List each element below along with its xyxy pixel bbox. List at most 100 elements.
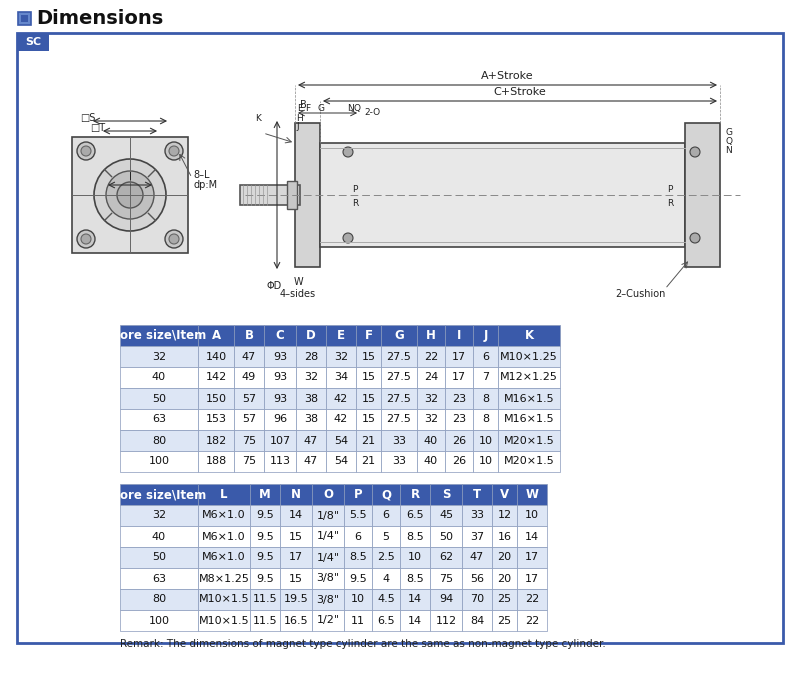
Text: 45: 45 bbox=[439, 511, 453, 520]
Text: 56: 56 bbox=[470, 573, 484, 583]
Bar bbox=[312, 526, 344, 547]
Text: 57: 57 bbox=[242, 394, 256, 404]
Text: N: N bbox=[725, 146, 732, 155]
Text: M: M bbox=[259, 488, 271, 501]
Bar bbox=[344, 610, 372, 631]
Circle shape bbox=[81, 234, 91, 244]
Text: Q: Q bbox=[354, 104, 361, 113]
Bar bbox=[473, 388, 498, 409]
Bar bbox=[326, 409, 356, 430]
Text: dp:M: dp:M bbox=[193, 180, 217, 190]
Bar bbox=[344, 547, 372, 568]
Bar bbox=[296, 367, 326, 388]
Text: 6: 6 bbox=[482, 351, 489, 361]
Bar bbox=[296, 346, 326, 367]
Text: Q: Q bbox=[381, 488, 391, 501]
Bar bbox=[120, 568, 198, 589]
Bar bbox=[264, 388, 296, 409]
Bar bbox=[240, 185, 300, 205]
Text: Bore size\Item: Bore size\Item bbox=[111, 488, 206, 501]
Text: T: T bbox=[473, 488, 481, 501]
Text: 75: 75 bbox=[439, 573, 453, 583]
Bar bbox=[462, 610, 492, 631]
Text: L: L bbox=[220, 488, 228, 501]
Text: SC: SC bbox=[25, 37, 41, 47]
Bar bbox=[498, 409, 560, 430]
Text: M6×1.0: M6×1.0 bbox=[202, 511, 246, 520]
Bar bbox=[430, 568, 462, 589]
Bar bbox=[381, 451, 417, 472]
Text: N: N bbox=[346, 104, 354, 113]
Bar bbox=[120, 526, 198, 547]
Text: 47: 47 bbox=[470, 553, 484, 563]
Text: M20×1.5: M20×1.5 bbox=[504, 456, 554, 466]
Circle shape bbox=[117, 182, 143, 208]
Text: 4.5: 4.5 bbox=[377, 594, 395, 604]
Text: 24: 24 bbox=[424, 372, 438, 382]
Text: G: G bbox=[394, 329, 404, 342]
Bar bbox=[296, 409, 326, 430]
Circle shape bbox=[343, 147, 353, 157]
Bar bbox=[517, 589, 547, 610]
Text: D: D bbox=[306, 329, 316, 342]
Bar bbox=[372, 568, 400, 589]
Text: 25: 25 bbox=[498, 616, 511, 625]
Bar bbox=[498, 388, 560, 409]
Bar bbox=[264, 451, 296, 472]
Text: 16: 16 bbox=[498, 532, 511, 542]
Text: 84: 84 bbox=[470, 616, 484, 625]
Bar bbox=[312, 589, 344, 610]
Text: 22: 22 bbox=[525, 616, 539, 625]
Bar bbox=[492, 589, 517, 610]
Bar bbox=[445, 451, 473, 472]
Bar bbox=[326, 346, 356, 367]
Text: M20×1.5: M20×1.5 bbox=[504, 435, 554, 446]
Bar bbox=[120, 451, 198, 472]
Text: W: W bbox=[293, 277, 303, 287]
Bar bbox=[120, 610, 198, 631]
Text: 11: 11 bbox=[351, 616, 365, 625]
Text: 32: 32 bbox=[334, 351, 348, 361]
Text: 27.5: 27.5 bbox=[386, 351, 411, 361]
Bar bbox=[445, 325, 473, 346]
Text: 26: 26 bbox=[452, 435, 466, 446]
Circle shape bbox=[690, 233, 700, 243]
Text: 8.5: 8.5 bbox=[406, 573, 424, 583]
Bar bbox=[492, 610, 517, 631]
Text: 93: 93 bbox=[273, 372, 287, 382]
Text: M16×1.5: M16×1.5 bbox=[504, 394, 554, 404]
Bar bbox=[250, 484, 280, 505]
Text: 8: 8 bbox=[482, 415, 489, 425]
Circle shape bbox=[81, 146, 91, 156]
Bar bbox=[250, 547, 280, 568]
Text: 75: 75 bbox=[242, 456, 256, 466]
Text: 9.5: 9.5 bbox=[256, 553, 274, 563]
Text: 32: 32 bbox=[304, 372, 318, 382]
Circle shape bbox=[343, 233, 353, 243]
Text: R: R bbox=[410, 488, 419, 501]
Text: 8–L: 8–L bbox=[193, 170, 210, 180]
Text: 93: 93 bbox=[273, 394, 287, 404]
Text: V: V bbox=[500, 488, 509, 501]
Text: 12: 12 bbox=[498, 511, 511, 520]
Bar bbox=[280, 610, 312, 631]
Bar bbox=[21, 15, 28, 22]
Bar bbox=[492, 568, 517, 589]
Text: 14: 14 bbox=[525, 532, 539, 542]
Text: 17: 17 bbox=[452, 372, 466, 382]
Text: 107: 107 bbox=[270, 435, 290, 446]
Bar bbox=[400, 610, 430, 631]
Bar bbox=[198, 409, 234, 430]
Text: 10: 10 bbox=[408, 553, 422, 563]
Text: 21: 21 bbox=[362, 456, 375, 466]
Text: 49: 49 bbox=[242, 372, 256, 382]
Bar bbox=[400, 505, 430, 526]
Bar bbox=[430, 547, 462, 568]
Bar bbox=[280, 568, 312, 589]
Text: 17: 17 bbox=[289, 553, 303, 563]
Bar bbox=[250, 610, 280, 631]
Bar bbox=[498, 451, 560, 472]
Bar bbox=[296, 451, 326, 472]
Bar bbox=[517, 526, 547, 547]
Text: R: R bbox=[667, 199, 673, 209]
